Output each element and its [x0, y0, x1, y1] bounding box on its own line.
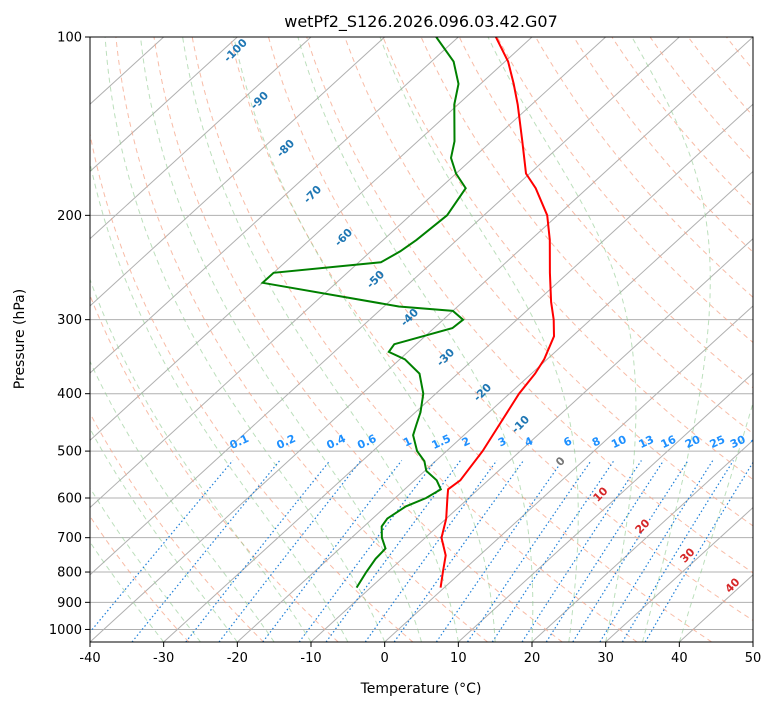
x-tick-label: -10	[300, 651, 321, 666]
isotherm-gridline	[236, 170, 753, 642]
moist-adiabat	[104, 37, 386, 642]
dewpoint-profile-line	[260, 37, 467, 589]
temperature-profile-line	[439, 37, 556, 588]
isotherm-gridline	[90, 37, 533, 442]
isotherm-gridline	[90, 37, 459, 374]
x-tick-label: -30	[153, 651, 174, 666]
x-tick-label: 40	[671, 651, 688, 666]
x-tick-label: -40	[79, 651, 100, 666]
mixing-ratio-label: 10	[609, 433, 629, 451]
dry-adiabat	[191, 37, 638, 642]
moist-adiabat	[140, 37, 422, 642]
isotherm-gridline	[90, 37, 386, 307]
axes: -40 -30 -20 -10 0 10 20 30 40 50 1000 900 800 700 600 5…	[49, 31, 761, 667]
chart-title: wetPf2_S126.2026.096.03.42.G07	[284, 12, 558, 32]
x-tick-label: 20	[524, 651, 541, 666]
dry-adiabat	[306, 37, 753, 574]
dry-adiabat	[535, 37, 753, 298]
dry-adiabat	[229, 37, 712, 642]
moist-adiabat	[487, 37, 637, 642]
moist-adiabat	[678, 401, 753, 642]
dry-adiabat	[90, 515, 190, 642]
mixing-ratio-label: 13	[637, 433, 656, 451]
dry-adiabat	[90, 131, 414, 642]
isotherm-gridline	[90, 37, 680, 576]
mixing-ratio-label: 16	[659, 433, 679, 451]
mixing-ratio-line	[521, 460, 642, 642]
moist-adiabat	[297, 37, 534, 642]
x-tick-label: 50	[745, 651, 762, 666]
dry-adiabat	[153, 37, 563, 642]
x-axis-label: Temperature (°C)	[360, 681, 482, 697]
mixing-ratio-label: 25	[708, 433, 727, 451]
y-tick-label: 600	[57, 492, 82, 507]
moist-adiabat	[90, 360, 275, 642]
isotherm-gridline	[605, 506, 753, 642]
mixing-ratio-line	[298, 460, 437, 642]
moist-adiabat	[90, 278, 312, 642]
x-tick-label: -20	[227, 651, 248, 666]
mixing-ratio-label: 20	[683, 433, 703, 451]
mixing-ratio-line	[131, 460, 281, 642]
isotherm-gridline	[90, 37, 312, 240]
dry-adiabat	[649, 37, 753, 163]
mixing-ratio-line	[364, 460, 498, 642]
dry-adiabat	[90, 293, 339, 642]
y-tick-label: 300	[57, 313, 82, 328]
mixing-ratio-line	[393, 460, 524, 642]
isotherm-gridline	[531, 439, 753, 642]
plot-frame	[89, 36, 754, 643]
y-tick-label: 900	[57, 596, 82, 611]
y-tick-label: 500	[57, 445, 82, 460]
isotherm-gridline	[310, 237, 753, 642]
dry-adiabat	[382, 37, 753, 481]
dry-adiabat	[268, 37, 753, 622]
isotherm-gridline	[457, 372, 753, 642]
moist-adiabat	[379, 37, 579, 642]
dry-adiabat	[573, 37, 753, 253]
mixing-ratio-line	[325, 460, 461, 642]
isotherm-gridline	[384, 305, 753, 642]
isotherm-gridline	[163, 103, 753, 642]
x-tick-label: 30	[597, 651, 614, 666]
y-tick-label: 1000	[49, 623, 82, 638]
isotherm-gridline	[90, 37, 607, 509]
mixing-ratio-line	[90, 460, 234, 634]
dry-adiabat	[115, 37, 488, 642]
moist-adiabat	[182, 37, 459, 642]
mixing-ratio-line	[491, 460, 615, 642]
isotherm-gridline	[90, 37, 238, 173]
dry-adiabat	[611, 37, 753, 208]
x-tick-label: 0	[381, 651, 389, 666]
y-tick-label: 800	[57, 566, 82, 581]
y-tick-label: 200	[57, 209, 82, 224]
y-tick-label: 700	[57, 531, 82, 546]
dry-adiabat	[496, 37, 753, 344]
mixing-ratio-label: 30	[728, 433, 748, 451]
mixing-ratio-line	[185, 460, 331, 642]
dry-adiabat	[90, 412, 264, 642]
mixing-ratio-line	[621, 460, 734, 642]
mixing-ratio-line	[644, 461, 753, 642]
moist-adiabat	[90, 160, 349, 642]
y-tick-label: 400	[57, 387, 82, 402]
moist-adiabat	[90, 427, 238, 642]
y-axis-label: Pressure (hPa)	[12, 289, 28, 389]
isotherm-gridline	[90, 37, 753, 642]
mixing-ratio-line	[435, 460, 563, 642]
mixing-ratio-line	[467, 460, 592, 642]
mixing-ratio-label: 36	[749, 433, 769, 451]
y-tick-label: 100	[57, 31, 82, 46]
x-tick-label: 10	[450, 651, 467, 666]
